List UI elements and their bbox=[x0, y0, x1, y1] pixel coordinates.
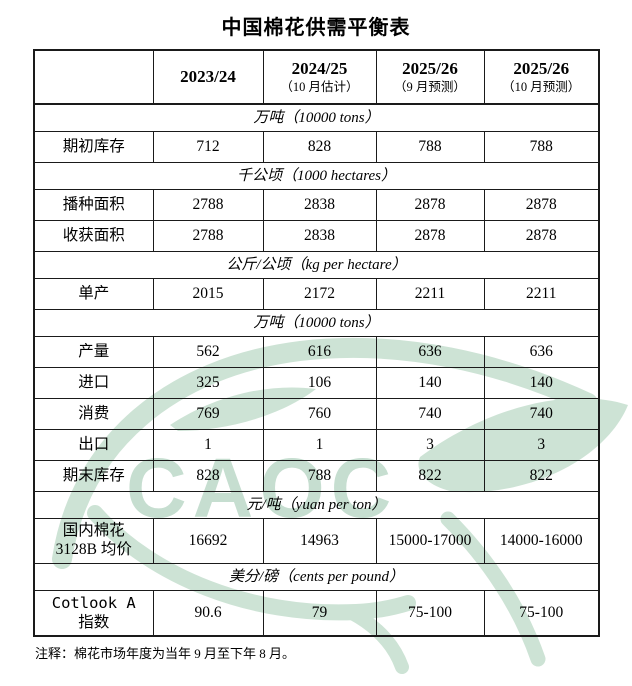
unit-label: 公斤/公顷（kg per hectare） bbox=[33, 251, 600, 279]
header-col-2023-24: 2023/24 bbox=[152, 49, 264, 105]
value-cell: 769 bbox=[152, 398, 264, 430]
value-cell: 140 bbox=[375, 367, 485, 399]
unit-row-tons-1: 万吨（10000 tons） bbox=[33, 103, 600, 132]
value-cell: 822 bbox=[483, 460, 600, 492]
value-cell: 75-100 bbox=[375, 590, 485, 637]
value-cell: 562 bbox=[152, 336, 264, 368]
row-label: Cotlook A 指数 bbox=[33, 590, 154, 637]
header-year: 2024/25 bbox=[291, 58, 348, 78]
value-cell: 14963 bbox=[262, 518, 377, 564]
value-cell: 90.6 bbox=[152, 590, 264, 637]
value-cell: 788 bbox=[375, 131, 485, 163]
unit-label: 千公顷（1000 hectares） bbox=[33, 162, 600, 190]
header-col-2024-25: 2024/25 （10 月估计） bbox=[262, 49, 377, 105]
header-year: 2023/24 bbox=[180, 66, 236, 86]
value-cell: 325 bbox=[152, 367, 264, 399]
value-cell: 636 bbox=[483, 336, 600, 368]
row-label: 国内棉花 3128B 均价 bbox=[33, 518, 154, 564]
value-cell: 2211 bbox=[375, 278, 485, 310]
value-cell: 3 bbox=[375, 429, 485, 461]
value-cell: 2878 bbox=[375, 189, 485, 221]
value-cell: 788 bbox=[262, 460, 377, 492]
row-ending-stocks: 期末库存 828 788 822 822 bbox=[33, 460, 600, 492]
value-cell: 616 bbox=[262, 336, 377, 368]
row-harvested-area: 收获面积 2788 2838 2878 2878 bbox=[33, 220, 600, 252]
value-cell: 2788 bbox=[152, 220, 264, 252]
header-note: （10 月预测） bbox=[502, 80, 581, 95]
unit-label: 元/吨（yuan per ton） bbox=[33, 491, 600, 519]
row-beginning-stocks: 期初库存 712 828 788 788 bbox=[33, 131, 600, 163]
unit-row-cents-per-pound: 美分/磅（cents per pound） bbox=[33, 563, 600, 591]
value-cell: 828 bbox=[262, 131, 377, 163]
value-cell: 2788 bbox=[152, 189, 264, 221]
header-col-2025-26-sep: 2025/26 （9 月预测） bbox=[375, 49, 485, 105]
row-label: 期末库存 bbox=[33, 460, 154, 492]
unit-row-yuan-per-ton: 元/吨（yuan per ton） bbox=[33, 491, 600, 519]
value-cell: 788 bbox=[483, 131, 600, 163]
value-cell: 822 bbox=[375, 460, 485, 492]
value-cell: 2878 bbox=[483, 220, 600, 252]
value-cell: 1 bbox=[152, 429, 264, 461]
unit-row-tons-2: 万吨（10000 tons） bbox=[33, 309, 600, 337]
unit-label: 万吨（10000 tons） bbox=[33, 103, 600, 132]
row-label: 产量 bbox=[33, 336, 154, 368]
row-yield: 单产 2015 2172 2211 2211 bbox=[33, 278, 600, 310]
value-cell: 16692 bbox=[152, 518, 264, 564]
cotton-balance-table: 2023/24 2024/25 （10 月估计） 2025/26 （9 月预测）… bbox=[33, 49, 600, 637]
value-cell: 740 bbox=[483, 398, 600, 430]
value-cell: 2878 bbox=[483, 189, 600, 221]
report-page: 中国棉花供需平衡表 2023/24 2024/25 （10 月估计） 2025/… bbox=[0, 11, 632, 662]
value-cell: 740 bbox=[375, 398, 485, 430]
value-cell: 79 bbox=[262, 590, 377, 637]
value-cell: 2878 bbox=[375, 220, 485, 252]
row-imports: 进口 325 106 140 140 bbox=[33, 367, 600, 399]
row-label: 消费 bbox=[33, 398, 154, 430]
row-exports: 出口 1 1 3 3 bbox=[33, 429, 600, 461]
value-cell: 828 bbox=[152, 460, 264, 492]
row-label: 收获面积 bbox=[33, 220, 154, 252]
value-cell: 2172 bbox=[262, 278, 377, 310]
header-note: （10 月估计） bbox=[280, 80, 359, 95]
header-row: 2023/24 2024/25 （10 月估计） 2025/26 （9 月预测）… bbox=[33, 49, 600, 105]
row-label: 期初库存 bbox=[33, 131, 154, 163]
value-cell: 3 bbox=[483, 429, 600, 461]
row-label: 进口 bbox=[33, 367, 154, 399]
value-cell: 75-100 bbox=[483, 590, 600, 637]
row-label: 出口 bbox=[33, 429, 154, 461]
row-planted-area: 播种面积 2788 2838 2878 2878 bbox=[33, 189, 600, 221]
row-label-line2: 3128B 均价 bbox=[55, 541, 132, 558]
unit-row-hectares: 千公顷（1000 hectares） bbox=[33, 162, 600, 190]
value-cell: 14000-16000 bbox=[483, 518, 600, 564]
value-cell: 15000-17000 bbox=[375, 518, 485, 564]
row-label: 播种面积 bbox=[33, 189, 154, 221]
row-domestic-price: 国内棉花 3128B 均价 16692 14963 15000-17000 14… bbox=[33, 518, 600, 564]
header-year: 2025/26 bbox=[402, 58, 458, 78]
header-year: 2025/26 bbox=[513, 58, 570, 78]
row-production: 产量 562 616 636 636 bbox=[33, 336, 600, 368]
value-cell: 712 bbox=[152, 131, 264, 163]
row-label-line2: 指数 bbox=[78, 613, 110, 631]
row-cotlook-index: Cotlook A 指数 90.6 79 75-100 75-100 bbox=[33, 590, 600, 637]
unit-label: 万吨（10000 tons） bbox=[33, 309, 600, 337]
header-note: （9 月预测） bbox=[394, 80, 466, 95]
unit-row-kg-per-hectare: 公斤/公顷（kg per hectare） bbox=[33, 251, 600, 279]
value-cell: 760 bbox=[262, 398, 377, 430]
row-label: 单产 bbox=[33, 278, 154, 310]
row-label-line1: 国内棉花 bbox=[62, 522, 125, 540]
header-empty-cell bbox=[33, 49, 154, 105]
footnote: 注释：棉花市场年度为当年 9 月至下年 8 月。 bbox=[35, 646, 296, 661]
value-cell: 2838 bbox=[262, 220, 377, 252]
header-col-2025-26-oct: 2025/26 （10 月预测） bbox=[483, 49, 600, 105]
value-cell: 140 bbox=[483, 367, 600, 399]
value-cell: 2838 bbox=[262, 189, 377, 221]
row-label-line1: Cotlook A bbox=[51, 594, 136, 613]
unit-label: 美分/磅（cents per pound） bbox=[33, 563, 600, 591]
value-cell: 2015 bbox=[152, 278, 264, 310]
value-cell: 636 bbox=[375, 336, 485, 368]
value-cell: 106 bbox=[262, 367, 377, 399]
row-consumption: 消费 769 760 740 740 bbox=[33, 398, 600, 430]
page-title: 中国棉花供需平衡表 bbox=[221, 17, 411, 39]
value-cell: 2211 bbox=[483, 278, 600, 310]
value-cell: 1 bbox=[262, 429, 377, 461]
